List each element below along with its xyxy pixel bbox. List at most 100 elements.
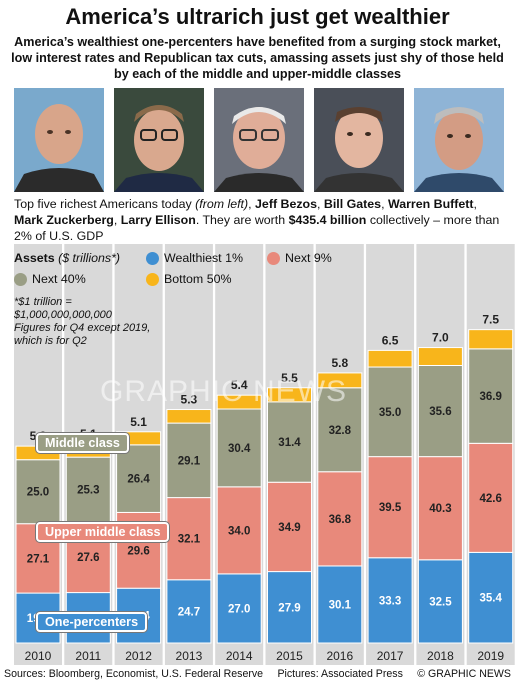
intro-part: Top five richest Americans today <box>14 197 196 211</box>
intro-text: Top five richest Americans today (from l… <box>14 196 506 244</box>
legend-label: Next 9% <box>285 251 332 265</box>
x-tick-label: 2013 <box>176 649 203 663</box>
bar-segment-3 <box>417 347 463 366</box>
bar-value-label: 33.3 <box>379 595 401 607</box>
page-title: America’s ultrarich just get wealthier <box>65 4 450 29</box>
bar-segment-0 <box>417 559 463 644</box>
legend-swatch <box>146 251 159 265</box>
bar-value-label: 34.0 <box>228 525 250 537</box>
bar-value-label: 30.1 <box>329 599 352 611</box>
intro-worth: $435.4 billion <box>288 213 367 227</box>
bar-total-label: 5.4 <box>231 378 248 392</box>
bar-value-label: 25.0 <box>27 487 49 499</box>
x-tick-label: 2015 <box>276 649 303 663</box>
intro-separator: , <box>113 213 121 227</box>
bar-value-label: 35.4 <box>480 593 503 605</box>
bar-segment-2 <box>116 444 162 513</box>
intro-from-left: (from left) <box>195 197 249 211</box>
bar-total-label: 7.0 <box>432 331 449 345</box>
bar-value-label: 36.9 <box>480 391 502 403</box>
chart-notes: *$1 trillion = $1,000,000,000,000 Figure… <box>14 296 164 348</box>
bar-value-label: 40.3 <box>429 503 451 515</box>
note-trillion: *$1 trillion = $1,000,000,000,000 <box>14 296 112 321</box>
bar-value-label: 25.3 <box>77 485 99 497</box>
bar-value-label: 36.8 <box>329 514 352 526</box>
bar-segment-0 <box>166 579 212 644</box>
bar-value-label: 27.6 <box>77 552 99 564</box>
bar-value-label: 27.0 <box>228 603 250 615</box>
bar-value-label: 30.4 <box>228 443 251 455</box>
watermark-text: GRAPHIC NEWS <box>100 375 348 408</box>
legend-swatch <box>267 251 280 265</box>
note-quarters: Figures for Q4 except 2019, which is for… <box>14 322 151 347</box>
legend-entry-bottom-50: Bottom 50% <box>146 272 232 286</box>
intro-part: collectively – more than 2% of U.S. GDP <box>14 213 500 243</box>
legend-assets: Assets <box>14 251 55 265</box>
x-tick-label: 2012 <box>125 649 152 663</box>
intro-separator: , <box>317 197 324 211</box>
bar-value-label: 42.6 <box>480 493 502 505</box>
bar-segment-0 <box>216 573 262 644</box>
intro-separator: , <box>248 197 256 211</box>
bar-segment-0 <box>267 571 312 644</box>
legend-entry-wealthiest: Wealthiest 1% <box>146 251 243 265</box>
bar-total-label: 5.5 <box>281 371 298 385</box>
bar-value-label: 32.1 <box>178 534 201 546</box>
bar-value-label: 26.4 <box>127 474 150 486</box>
bar-value-label: 29.1 <box>178 455 201 467</box>
bar-value-label: 34.9 <box>278 522 300 534</box>
footer-sources: Sources: Bloomberg, Economist, U.S. Fede… <box>4 668 511 680</box>
bar-segment-1 <box>317 471 363 567</box>
portrait-photo <box>414 88 504 192</box>
intro-name: Mark Zuckerberg <box>14 213 114 227</box>
bar-value-label: 35.0 <box>379 407 401 419</box>
bar-segment-2 <box>267 401 312 483</box>
bar-total-label: 5.3 <box>181 393 198 407</box>
bar-segment-2 <box>216 408 262 488</box>
x-tick-label: 2010 <box>25 649 52 663</box>
bar-value-label: 27.9 <box>278 602 300 614</box>
legend-entry-next-40: Next 40% <box>14 272 86 286</box>
x-tick-label: 2016 <box>326 649 353 663</box>
sources-text: Sources: Bloomberg, Economist, U.S. Fede… <box>4 668 264 680</box>
legend-swatch <box>146 272 159 286</box>
legend-unit: ($ trillions*) <box>54 251 121 265</box>
bar-segment-3 <box>317 372 363 389</box>
portrait-photo <box>114 88 204 192</box>
bar-segment-3 <box>267 387 312 403</box>
band-label-middle-class: Middle class <box>36 433 129 453</box>
page-subtitle: America’s wealthiest one-percenters have… <box>11 35 504 81</box>
band-label-one-percenters: One-percenters <box>36 612 148 632</box>
portrait-photo <box>214 88 304 192</box>
intro-name: Warren Buffett <box>387 197 474 211</box>
bar-segment-1 <box>468 442 514 553</box>
bar-value-label: 24.7 <box>178 606 200 618</box>
bar-segment-2 <box>166 422 212 499</box>
bar-value-label: 31.4 <box>278 437 301 449</box>
bar-total-label: 6.5 <box>382 333 399 347</box>
bar-segment-1 <box>367 456 413 559</box>
bar-segment-0 <box>367 557 413 644</box>
legend-label: Wealthiest 1% <box>164 251 243 265</box>
bar-segment-2 <box>317 387 363 473</box>
legend-swatch <box>14 272 27 286</box>
intro-separator: , <box>473 197 477 211</box>
bar-value-label: 27.1 <box>27 553 50 565</box>
portrait-photo <box>14 88 104 192</box>
bar-segment-1 <box>267 481 312 573</box>
bar-segment-2 <box>367 366 413 458</box>
intro-name: Jeff Bezos <box>255 197 318 211</box>
bar-total-label: 7.5 <box>482 313 499 327</box>
legend-label: Next 40% <box>32 272 86 286</box>
x-tick-label: 2018 <box>427 649 454 663</box>
bar-value-label: 39.5 <box>379 502 402 514</box>
x-tick-label: 2017 <box>377 649 404 663</box>
x-tick-label: 2011 <box>75 649 101 663</box>
legend-entry-next-9: Next 9% <box>267 251 332 265</box>
bar-segment-0 <box>317 565 363 644</box>
bar-value-label: 32.5 <box>429 596 452 608</box>
bar-total-label: 5.8 <box>331 356 348 370</box>
bar-value-label: 32.8 <box>329 425 352 437</box>
legend-label: Bottom 50% <box>164 272 232 286</box>
band-label-upper-middle-class: Upper middle class <box>36 522 170 542</box>
